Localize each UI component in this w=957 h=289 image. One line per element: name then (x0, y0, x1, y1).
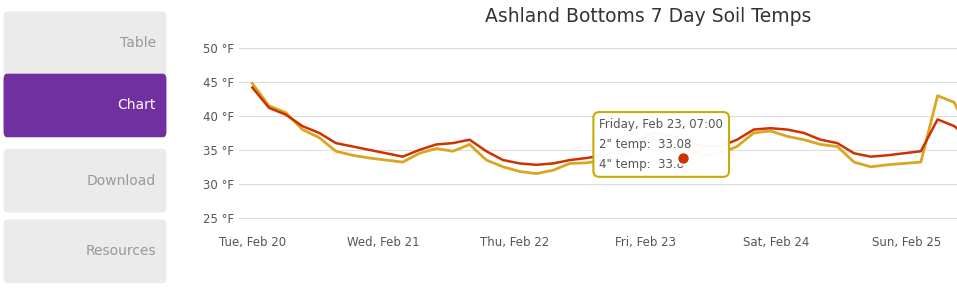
Text: Friday, Feb 23, 07:00
2" temp:  33.08
4" temp:  33.8: Friday, Feb 23, 07:00 2" temp: 33.08 4" … (599, 118, 723, 171)
Text: Download: Download (86, 174, 156, 188)
FancyBboxPatch shape (4, 74, 167, 137)
FancyBboxPatch shape (4, 149, 167, 212)
Text: Table: Table (120, 36, 156, 50)
FancyBboxPatch shape (4, 12, 167, 75)
Title: Ashland Bottoms 7 Day Soil Temps: Ashland Bottoms 7 Day Soil Temps (485, 7, 812, 26)
Text: Chart: Chart (118, 99, 156, 112)
Text: Resources: Resources (85, 244, 156, 258)
FancyBboxPatch shape (4, 220, 167, 283)
